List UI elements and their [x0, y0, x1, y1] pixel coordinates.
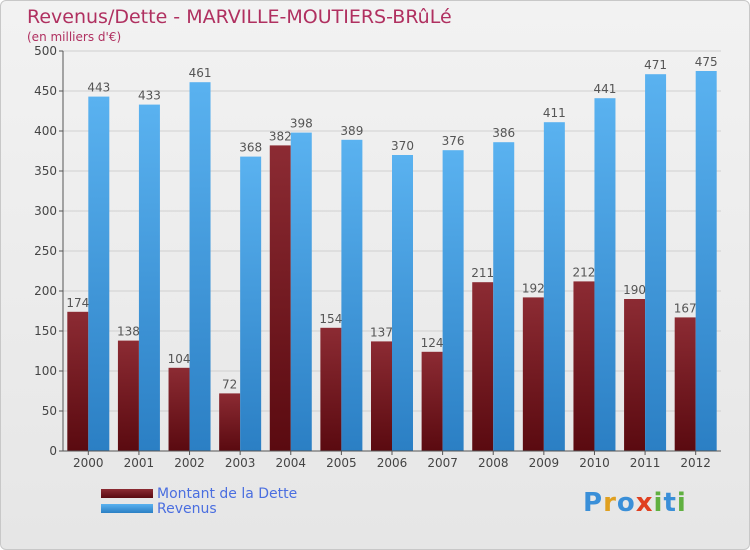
data-label-revenue: 443 [87, 81, 110, 95]
x-tick-label: 2010 [579, 456, 610, 470]
legend-swatch-revenue [101, 504, 153, 513]
bar-debt [219, 393, 241, 451]
bar-debt [573, 281, 595, 451]
bar-revenue [442, 150, 464, 451]
data-label-revenue: 386 [492, 126, 515, 140]
data-label-debt: 104 [168, 352, 191, 366]
data-label-debt: 154 [319, 312, 342, 326]
x-tick-label: 2009 [529, 456, 560, 470]
data-label-revenue: 461 [189, 66, 212, 80]
bar-revenue [543, 122, 565, 451]
bar-debt [624, 299, 646, 451]
x-tick-label: 2005 [326, 456, 357, 470]
y-tick-label: 150 [34, 324, 57, 338]
bar-debt [472, 282, 494, 451]
x-tick-label: 2001 [124, 456, 155, 470]
data-label-debt: 212 [573, 265, 596, 279]
y-tick-label: 100 [34, 364, 57, 378]
bar-debt [421, 351, 443, 451]
x-tick-label: 2004 [275, 456, 306, 470]
y-tick-label: 0 [49, 444, 57, 458]
data-label-revenue: 433 [138, 89, 161, 103]
data-label-revenue: 398 [290, 117, 313, 131]
bar-debt [269, 145, 291, 451]
y-tick-label: 400 [34, 124, 57, 138]
legend-label-revenue: Revenus [157, 501, 217, 517]
x-tick-label: 2000 [73, 456, 104, 470]
data-label-debt: 382 [269, 129, 292, 143]
x-tick-label: 2006 [377, 456, 408, 470]
data-label-revenue: 471 [644, 58, 667, 72]
data-label-debt: 72 [222, 377, 237, 391]
bar-revenue [695, 71, 717, 451]
data-label-debt: 211 [471, 266, 494, 280]
bar-revenue [240, 156, 262, 451]
bar-debt [674, 317, 696, 451]
chart-title: Revenus/Dette - MARVILLE-MOUTIERS-BRûLé [27, 6, 452, 28]
data-label-debt: 167 [674, 301, 697, 315]
bar-revenue [88, 96, 110, 451]
data-label-debt: 138 [117, 325, 140, 339]
legend-label-debt: Montant de la Dette [157, 486, 298, 502]
data-label-debt: 137 [370, 325, 393, 339]
bar-revenue [189, 82, 211, 451]
bar-revenue [594, 98, 616, 451]
bar-debt [522, 297, 544, 451]
data-label-debt: 174 [66, 296, 89, 310]
x-tick-label: 2007 [427, 456, 458, 470]
data-label-revenue: 411 [543, 106, 566, 120]
bar-debt [67, 311, 89, 451]
bar-revenue [290, 132, 312, 451]
y-tick-label: 350 [34, 164, 57, 178]
data-label-debt: 190 [623, 283, 646, 297]
bar-revenue [493, 142, 515, 451]
data-label-debt: 192 [522, 281, 545, 295]
bar-debt [168, 367, 190, 451]
y-tick-label: 300 [34, 204, 57, 218]
bar-debt [371, 341, 392, 451]
bar-revenue [645, 74, 667, 451]
y-tick-label: 50 [42, 404, 57, 418]
data-label-revenue: 475 [695, 55, 718, 69]
bar-debt [320, 327, 342, 451]
y-tick-label: 200 [34, 284, 57, 298]
bar-revenue [341, 139, 363, 452]
x-tick-label: 2008 [478, 456, 509, 470]
bar-revenue [392, 155, 413, 451]
y-tick-label: 250 [34, 244, 57, 258]
data-label-revenue: 441 [594, 82, 617, 96]
chart-subtitle: (en milliers d'€) [27, 30, 122, 44]
y-tick-label: 450 [34, 84, 57, 98]
data-label-revenue: 370 [391, 139, 414, 153]
y-tick-label: 500 [34, 44, 57, 58]
data-label-revenue: 376 [442, 134, 465, 148]
data-label-revenue: 389 [340, 124, 363, 138]
data-label-debt: 124 [421, 336, 444, 350]
x-tick-label: 2003 [225, 456, 256, 470]
x-tick-label: 2012 [680, 456, 711, 470]
bar-debt [117, 340, 139, 451]
legend-swatch-debt [101, 489, 153, 498]
data-label-revenue: 368 [239, 141, 262, 155]
x-tick-label: 2011 [630, 456, 661, 470]
bar-revenue [138, 104, 160, 451]
x-tick-label: 2002 [174, 456, 205, 470]
proxiti-logo: Proxiti [583, 488, 687, 518]
